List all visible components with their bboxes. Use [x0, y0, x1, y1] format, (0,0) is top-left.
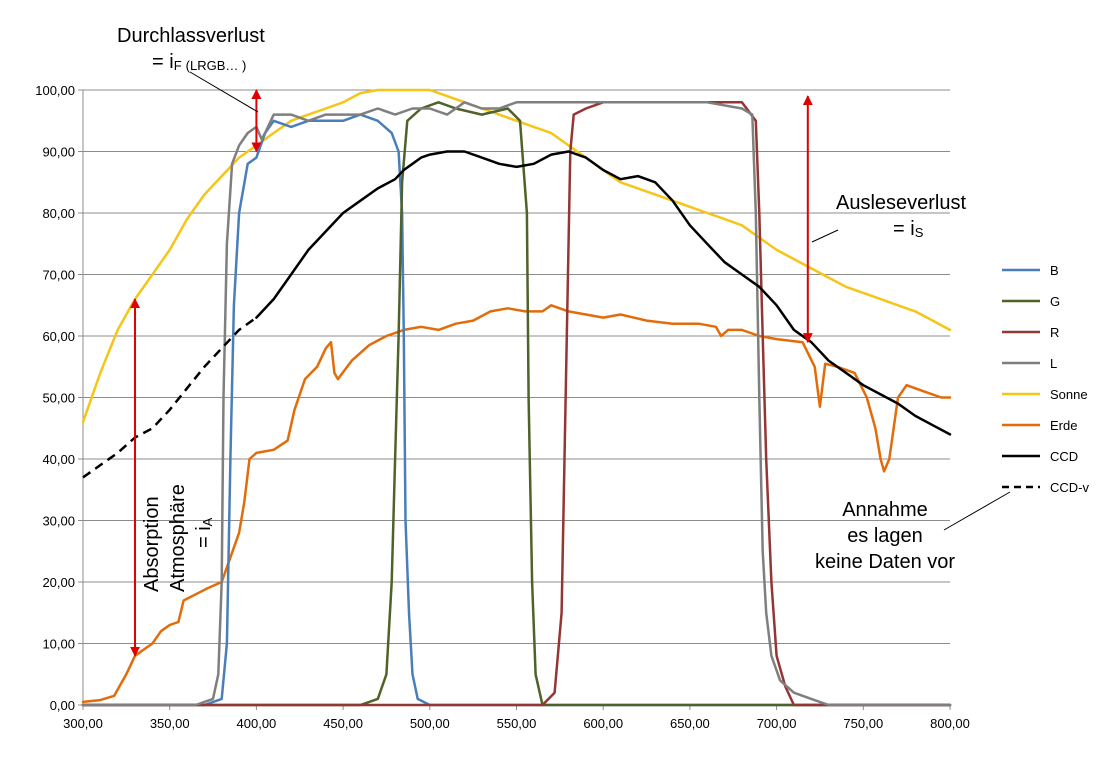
annahme-line1: Annahme [842, 499, 928, 521]
x-tick-label: 750,00 [843, 716, 883, 731]
y-tick-label: 100,00 [35, 83, 75, 98]
legend-label-sonne: Sonne [1050, 387, 1088, 402]
x-tick-label: 700,00 [757, 716, 797, 731]
y-tick-label: 30,00 [42, 514, 75, 529]
auslese-eq-text: = i [893, 218, 915, 240]
x-tick-label: 600,00 [583, 716, 623, 731]
x-tick-label: 800,00 [930, 716, 970, 731]
legend-label-b: B [1050, 263, 1059, 278]
y-tick-label: 60,00 [42, 329, 75, 344]
y-tick-label: 20,00 [42, 575, 75, 590]
auslese-eq-sub: S [915, 225, 924, 240]
annotation-arrows [130, 89, 813, 657]
legend-label-r: R [1050, 325, 1059, 340]
durchlass-leader-line [189, 71, 259, 113]
series-line-l [81, 101, 952, 707]
y-tick-label: 50,00 [42, 391, 75, 406]
x-tick-label: 500,00 [410, 716, 450, 731]
annahme-leader-line [943, 491, 1011, 531]
durchlass-title: Durchlassverlust [117, 25, 265, 47]
absorption-annotation: Absorption Atmosphäre = iA [141, 484, 215, 592]
series-line-ccd [255, 150, 952, 436]
durchlass-eq: = iF (LRGB… ) [152, 51, 246, 73]
series-line-b [81, 113, 952, 707]
series-line-g [81, 101, 952, 707]
auslese-eq: = iS [893, 218, 924, 240]
series-line-erde [81, 304, 952, 704]
series-line-sonne [81, 88, 952, 424]
absorption-eq-sub: A [200, 517, 215, 526]
absorption-eq-text: = i [193, 526, 215, 548]
durchlass-eq-paren: (LRGB… ) [186, 58, 247, 73]
y-tick-label: 90,00 [42, 145, 75, 160]
legend-label-erde: Erde [1050, 418, 1077, 433]
durchlass-eq-text: = i [152, 51, 174, 73]
y-tick-label: 0,00 [50, 698, 75, 713]
legend: B G R L Sonne Erde CCD CCD-v [1002, 263, 1089, 495]
x-tick-label: 350,00 [150, 716, 190, 731]
x-tick-label: 650,00 [670, 716, 710, 731]
absorption-line1: Absorption [141, 496, 163, 592]
absorption-eq: = iA [193, 517, 215, 548]
auslese-leader-line [811, 229, 839, 243]
y-tick-label: 10,00 [42, 637, 75, 652]
x-tick-label: 450,00 [323, 716, 363, 731]
legend-label-ccd: CCD [1050, 449, 1078, 464]
series-line-ccd-v [82, 316, 258, 479]
legend-label-g: G [1050, 294, 1060, 309]
series-lines [81, 88, 952, 707]
y-tick-labels: 0,00 10,00 20,00 30,00 40,00 50,00 60,00 70,00 8… [35, 83, 83, 713]
legend-label-l: L [1050, 356, 1057, 371]
annahme-line3: keine Daten vor [815, 551, 955, 573]
durchlass-eq-sub: F [174, 58, 182, 73]
x-tick-label: 550,00 [497, 716, 537, 731]
annahme-line2: es lagen [847, 525, 923, 547]
annotation-leader-lines [189, 71, 1011, 531]
x-tick-label: 300,00 [63, 716, 103, 731]
y-tick-label: 80,00 [42, 206, 75, 221]
x-tick-label: 400,00 [237, 716, 277, 731]
legend-label-ccd-v: CCD-v [1050, 480, 1089, 495]
y-tick-label: 70,00 [42, 268, 75, 283]
y-tick-label: 40,00 [42, 452, 75, 467]
absorption-line2: Atmosphäre [167, 484, 189, 592]
x-tick-labels: 300,00 350,00 400,00 450,00 500,00 550,00 600,… [63, 705, 970, 731]
auslese-title: Ausleseverlust [836, 192, 967, 214]
